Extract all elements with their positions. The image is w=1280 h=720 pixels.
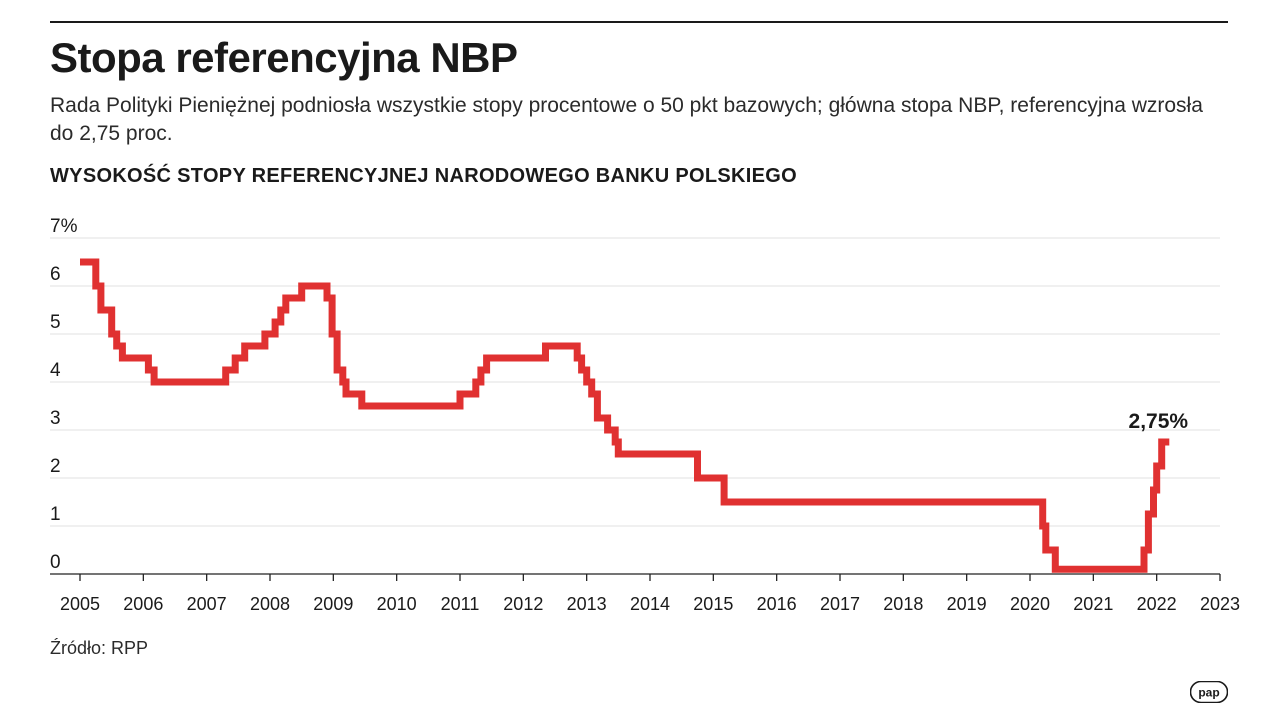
y-tick-label: 5 — [50, 312, 61, 333]
x-tick-label: 2006 — [123, 594, 163, 614]
y-tick-label: 3 — [50, 408, 61, 429]
x-tick-label: 2007 — [187, 594, 227, 614]
page-subtitle: Rada Polityki Pieniężnej podniosła wszys… — [50, 94, 1203, 145]
last-value-label: 2,75% — [1129, 410, 1189, 433]
x-tick-label: 2018 — [883, 594, 923, 614]
y-axis-labels: 0 1 2 3 4 5 6 7% — [50, 216, 78, 573]
x-tick-label: 2014 — [630, 594, 670, 614]
source-note: Źródło: RPP — [50, 638, 149, 658]
x-axis-labels: 2005 2006 2007 2008 2009 2010 2011 2012 2013 2014… — [60, 594, 1240, 614]
page-title: Stopa referencyjna NBP — [50, 34, 518, 81]
x-tick-label: 2023 — [1200, 594, 1240, 614]
x-tick-label: 2008 — [250, 594, 290, 614]
x-tick-label: 2005 — [60, 594, 100, 614]
x-tick-label: 2009 — [313, 594, 353, 614]
y-tick-label: 1 — [50, 504, 61, 525]
y-tick-label: 2 — [50, 456, 61, 477]
y-tick-label: 6 — [50, 264, 61, 285]
annotation-layer: 2,75% — [1129, 410, 1189, 433]
x-tick-label: 2021 — [1073, 594, 1113, 614]
x-tick-label: 2012 — [503, 594, 543, 614]
x-tick-label: 2016 — [757, 594, 797, 614]
y-tick-label: 4 — [50, 360, 61, 381]
series-layer — [80, 258, 1170, 573]
grid-lines — [50, 237, 1220, 527]
x-tick-label: 2019 — [947, 594, 987, 614]
x-tick-label: 2017 — [820, 594, 860, 614]
pap-logo: pap — [1190, 681, 1228, 703]
y-tick-label: 0 — [50, 552, 61, 573]
svg-text:pap: pap — [1198, 686, 1219, 700]
top-rule — [50, 21, 1228, 23]
x-tick-label: 2015 — [693, 594, 733, 614]
y-tick-label: 7% — [50, 216, 78, 237]
chart-heading: WYSOKOŚĆ STOPY REFERENCYJNEJ NARODOWEGO … — [50, 165, 797, 187]
x-tick-label: 2013 — [567, 594, 607, 614]
x-tick-label: 2011 — [441, 594, 480, 614]
x-axis — [50, 573, 1221, 581]
series-line-0 — [80, 258, 1170, 573]
x-tick-label: 2022 — [1137, 594, 1177, 614]
x-tick-label: 2010 — [377, 594, 417, 614]
x-tick-label: 2020 — [1010, 594, 1050, 614]
